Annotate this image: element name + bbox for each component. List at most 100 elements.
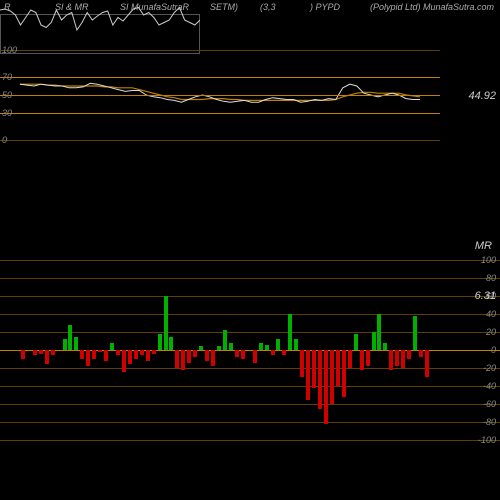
mr-bar — [175, 350, 179, 368]
mr-bar — [372, 332, 376, 350]
mr-bar — [193, 350, 197, 357]
ytick-label: 0 — [491, 345, 496, 355]
mr-bar — [187, 350, 191, 363]
h6: ) PYPD — [310, 2, 340, 12]
gridline — [0, 440, 500, 441]
rsi-panel: 1007050300 — [0, 50, 440, 140]
mr-bar — [74, 337, 78, 350]
mr-bar — [306, 350, 310, 400]
mr-bar — [229, 343, 233, 350]
gridline — [0, 95, 440, 96]
gridline — [0, 260, 500, 261]
mr-bar — [413, 316, 417, 350]
ytick-label: 30 — [2, 108, 12, 118]
ytick-label: -100 — [478, 435, 496, 445]
mr-panel: 100806040200-20-40-60-80-100 — [0, 260, 440, 440]
ytick-label: 0 — [2, 135, 7, 145]
mr-bar — [407, 350, 411, 359]
rsi-value: 44.92 — [468, 90, 496, 102]
ytick-label: 100 — [481, 255, 496, 265]
mr-bar — [92, 350, 96, 359]
mr-bar — [134, 350, 138, 359]
mr-bar — [98, 350, 102, 352]
mr-bar — [169, 337, 173, 350]
mr-bar — [235, 350, 239, 357]
gridline — [0, 422, 500, 423]
mr-bar — [110, 343, 114, 350]
mr-bar — [21, 350, 25, 359]
thumbnail-panel: -28-47 — [0, 14, 200, 54]
mr-bar — [348, 350, 352, 368]
ytick-label: -80 — [483, 417, 496, 427]
mr-bar — [360, 350, 364, 370]
gridline — [0, 314, 500, 315]
thumb-line — [0, 0, 200, 40]
mr-bar — [146, 350, 150, 361]
gridline — [0, 50, 440, 51]
ytick-label: -40 — [483, 381, 496, 391]
mr-bar — [199, 346, 203, 350]
mr-bar — [395, 350, 399, 366]
gridline — [0, 404, 500, 405]
h5: (3,3 — [260, 2, 276, 12]
mr-value: 6.31 — [475, 290, 496, 302]
mr-bar — [33, 350, 37, 355]
mr-bar — [276, 339, 280, 350]
gridline — [0, 386, 500, 387]
mr-bar — [288, 314, 292, 350]
ytick-label: 100 — [2, 45, 17, 55]
mr-bar — [80, 350, 84, 359]
mr-title: MR — [475, 240, 492, 252]
gridline — [0, 296, 500, 297]
mr-bar — [342, 350, 346, 397]
mr-bar — [181, 350, 185, 370]
gridline — [0, 140, 440, 141]
mr-bar — [294, 339, 298, 350]
ytick-label: 80 — [486, 273, 496, 283]
mr-bar — [152, 350, 156, 354]
ytick-label: -20 — [483, 363, 496, 373]
ytick-label: 40 — [486, 309, 496, 319]
gridline — [0, 278, 500, 279]
ytick-label: 70 — [2, 72, 12, 82]
ytick-label: 20 — [486, 327, 496, 337]
mr-bar — [265, 345, 269, 350]
mr-bar — [336, 350, 340, 386]
mr-bar — [68, 325, 72, 350]
gridline — [0, 113, 440, 114]
mr-bar — [389, 350, 393, 370]
h7: (Polypid Ltd) MunafaSutra.com — [370, 2, 494, 12]
mr-bar — [205, 350, 209, 361]
mr-bar — [383, 343, 387, 350]
mr-bar — [223, 330, 227, 350]
mr-bar — [63, 339, 67, 350]
mr-bar — [158, 334, 162, 350]
mr-bar — [377, 314, 381, 350]
mr-bar — [259, 343, 263, 350]
mr-bar — [164, 296, 168, 350]
ytick-label: -60 — [483, 399, 496, 409]
mr-bar — [354, 334, 358, 350]
gridline — [0, 332, 500, 333]
mr-bar — [140, 350, 144, 355]
mr-bar — [282, 350, 286, 355]
mr-bar — [51, 350, 55, 355]
mr-bar — [271, 350, 275, 355]
mr-bar — [211, 350, 215, 366]
gridline — [0, 77, 440, 78]
mr-bar — [39, 350, 43, 354]
mr-bar — [86, 350, 90, 366]
mr-bar — [318, 350, 322, 409]
mr-bar — [401, 350, 405, 368]
h4: SETM) — [210, 2, 238, 12]
mr-bar — [300, 350, 304, 377]
mr-bar — [217, 346, 221, 350]
mr-bar — [366, 350, 370, 366]
mr-bar — [122, 350, 126, 372]
mr-bar — [419, 350, 423, 357]
ytick-label: 50 — [2, 90, 12, 100]
mr-bar — [116, 350, 120, 355]
mr-bar — [312, 350, 316, 388]
mr-bar — [324, 350, 328, 424]
mr-bar — [330, 350, 334, 404]
